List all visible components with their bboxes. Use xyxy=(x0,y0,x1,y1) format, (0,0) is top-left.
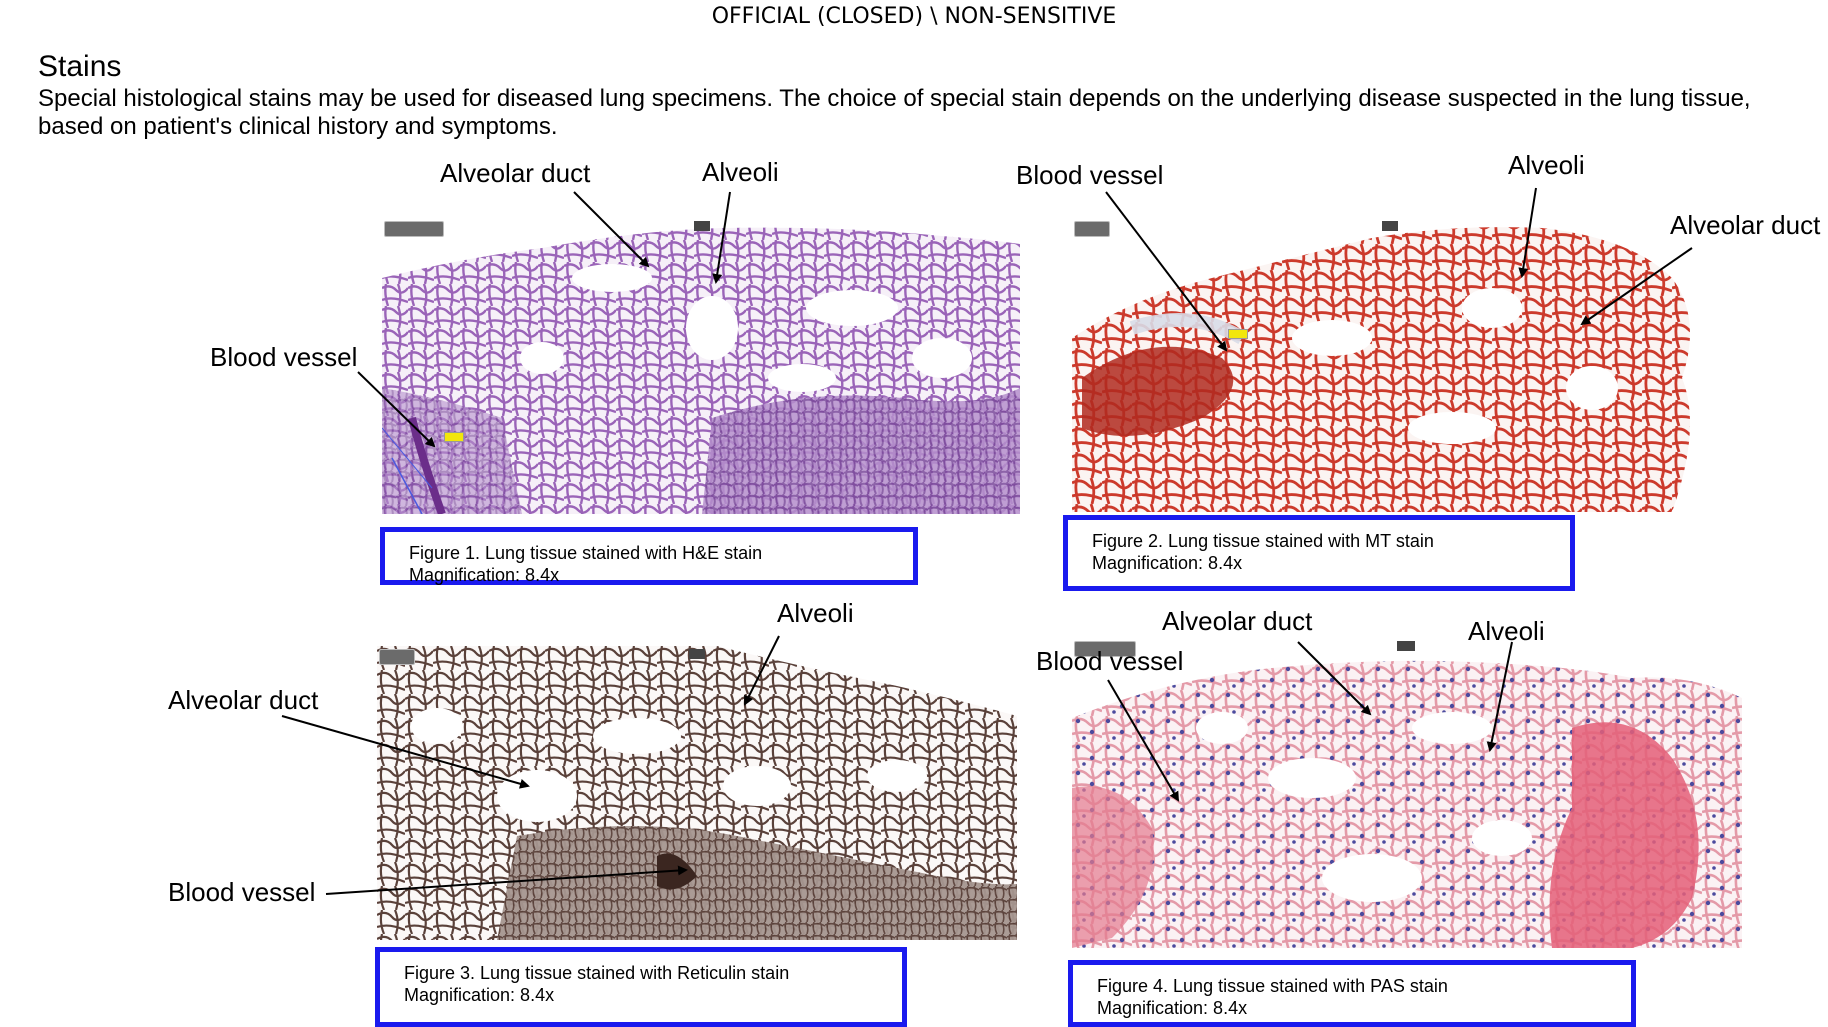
figure-3-caption-magnification: Magnification: 8.4x xyxy=(404,985,555,1005)
figure-4-caption-magnification: Magnification: 8.4x xyxy=(1097,998,1248,1018)
he-tissue-pattern xyxy=(382,218,1020,514)
figure-3-caption: Figure 3. Lung tissue stained with Retic… xyxy=(375,947,907,1027)
figure-3-caption-title: Figure 3. Lung tissue stained with Retic… xyxy=(404,963,790,983)
zoom-indicator xyxy=(689,649,705,659)
section-intro: Special histological stains may be used … xyxy=(38,85,1751,140)
figure-2-caption-title: Figure 2. Lung tissue stained with MT st… xyxy=(1092,531,1434,551)
fig3-label-alveolar-duct: Alveolar duct xyxy=(168,685,319,715)
section-title: Stains xyxy=(38,50,122,83)
classification-banner: OFFICIAL (CLOSED) \ NON-SENSITIVE xyxy=(711,4,1117,29)
reticulin-tissue-pattern xyxy=(377,646,1017,940)
zoom-indicator xyxy=(1397,641,1415,651)
figure-1-caption-title: Figure 1. Lung tissue stained with H&E s… xyxy=(409,543,763,563)
figure-1-caption-magnification: Magnification: 8.4x xyxy=(409,565,560,585)
fig4-label-alveolar-duct: Alveolar duct xyxy=(1162,606,1313,636)
fig4-label-blood-vessel: Blood vessel xyxy=(1036,646,1184,676)
annotation-tag xyxy=(444,432,464,442)
mt-tissue-pattern xyxy=(1072,218,1710,512)
scale-bar xyxy=(384,221,444,237)
fig3-label-blood-vessel: Blood vessel xyxy=(168,877,316,907)
zoom-indicator xyxy=(694,221,710,231)
zoom-indicator xyxy=(1382,221,1398,231)
fig1-label-blood-vessel: Blood vessel xyxy=(210,342,358,372)
fig1-label-alveoli: Alveoli xyxy=(702,157,779,187)
figure-4-caption-title: Figure 4. Lung tissue stained with PAS s… xyxy=(1097,976,1448,996)
figure-2-caption-magnification: Magnification: 8.4x xyxy=(1092,553,1243,573)
figure-2-micrograph xyxy=(1072,218,1710,512)
figure-4-micrograph xyxy=(1072,638,1742,948)
figure-3-micrograph xyxy=(377,646,1017,940)
pas-tissue-pattern xyxy=(1072,638,1742,948)
fig4-label-alveoli: Alveoli xyxy=(1468,616,1545,646)
annotation-tag xyxy=(1228,329,1248,339)
figure-4-caption: Figure 4. Lung tissue stained with PAS s… xyxy=(1068,960,1636,1027)
fig1-label-alveolar-duct: Alveolar duct xyxy=(440,158,591,188)
fig3-label-alveoli: Alveoli xyxy=(777,598,854,628)
figure-1-caption: Figure 1. Lung tissue stained with H&E s… xyxy=(380,527,918,585)
figure-2-caption: Figure 2. Lung tissue stained with MT st… xyxy=(1063,515,1575,591)
fig2-label-alveoli: Alveoli xyxy=(1508,150,1585,180)
scale-bar xyxy=(379,649,415,665)
fig2-label-alveolar-duct: Alveolar duct xyxy=(1670,210,1821,240)
scale-bar xyxy=(1074,221,1110,237)
scale-bar xyxy=(1074,641,1136,657)
figure-1-micrograph xyxy=(382,218,1020,514)
fig2-label-blood-vessel: Blood vessel xyxy=(1016,160,1164,190)
